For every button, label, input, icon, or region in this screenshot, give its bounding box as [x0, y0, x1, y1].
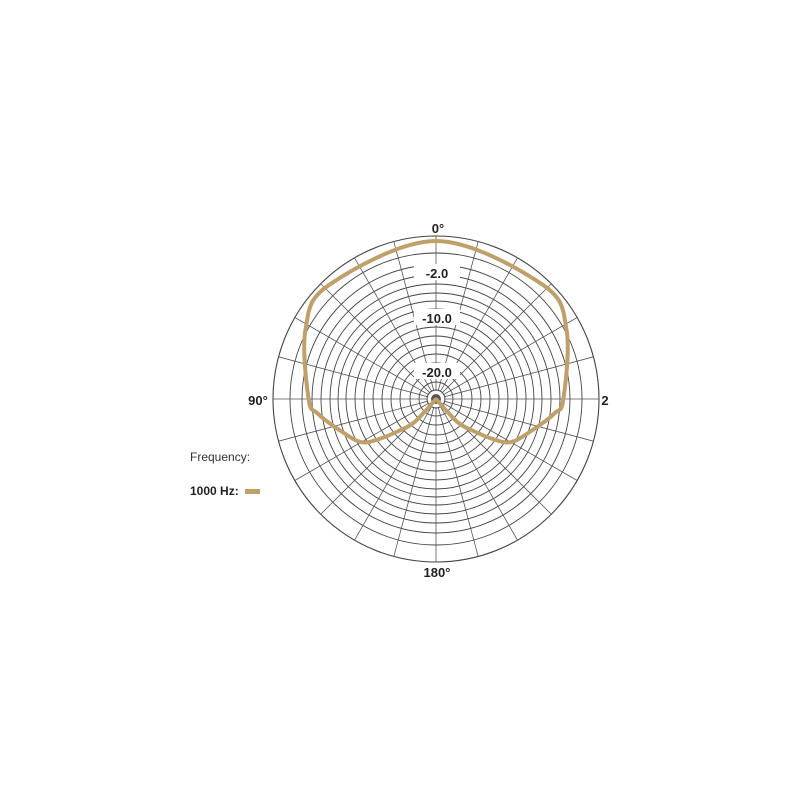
- series-point: [509, 440, 513, 444]
- series-point: [552, 412, 556, 416]
- series-point: [473, 430, 477, 434]
- ring-label-bg: [414, 309, 460, 325]
- ring-label-minus10: -10.0: [422, 311, 452, 326]
- legend-label: 1000 Hz:: [190, 484, 239, 498]
- ring-label-bg: [414, 264, 460, 280]
- ring-label-bg: [414, 363, 460, 379]
- legend-swatch: [244, 488, 260, 494]
- grid-spoke: [354, 405, 433, 541]
- series-point: [413, 420, 417, 424]
- grid-spoke: [443, 400, 594, 442]
- series-point: [561, 397, 565, 401]
- series-point: [541, 283, 545, 287]
- grid-spoke: [393, 406, 435, 557]
- series-point: [327, 283, 331, 287]
- grid-spoke: [442, 317, 578, 396]
- grid-spoke: [294, 317, 430, 396]
- series-point: [340, 429, 344, 433]
- series-group: [302, 239, 570, 445]
- series-point: [304, 328, 308, 332]
- series-point: [434, 239, 438, 243]
- angle-label-90: 90°: [248, 393, 268, 408]
- series-point: [359, 440, 363, 444]
- series-point: [455, 420, 459, 424]
- angle-label-180: 180°: [424, 565, 451, 580]
- grid-spoke: [439, 405, 518, 541]
- series-point: [377, 437, 381, 441]
- series-point: [564, 328, 568, 332]
- legend-title: Frequency:: [190, 450, 251, 464]
- grid-spoke: [437, 406, 479, 557]
- series-point: [434, 397, 438, 401]
- series-point: [307, 397, 311, 401]
- legend-item-1000hz: 1000 Hz:: [190, 484, 260, 498]
- ring-label-minus20: -20.0: [422, 365, 452, 380]
- series-point: [491, 437, 495, 441]
- grid-spoke: [278, 400, 429, 442]
- series-point: [395, 430, 399, 434]
- series-point: [528, 429, 532, 433]
- angle-label-270: 2: [601, 393, 608, 408]
- angle-label-0: 0°: [432, 221, 444, 236]
- grid-spoke: [320, 283, 431, 394]
- series-point: [316, 412, 320, 416]
- ring-label-minus2: -2.0: [426, 266, 448, 281]
